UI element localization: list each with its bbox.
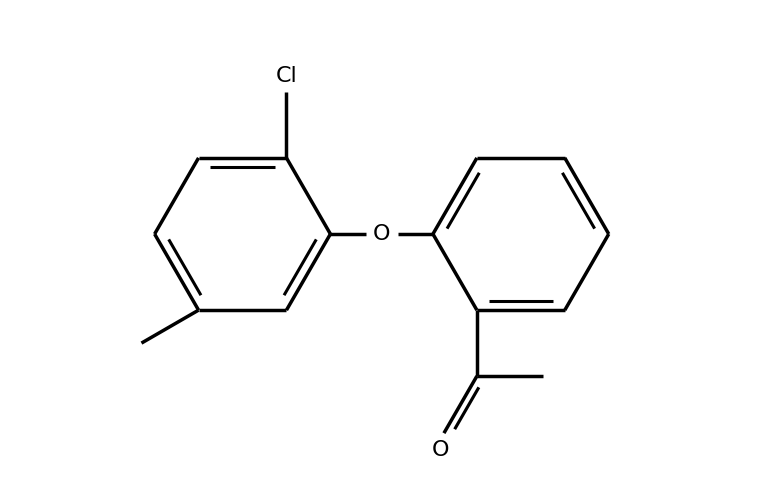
- Text: Cl: Cl: [275, 66, 297, 86]
- Text: O: O: [432, 441, 449, 461]
- Text: O: O: [373, 224, 391, 244]
